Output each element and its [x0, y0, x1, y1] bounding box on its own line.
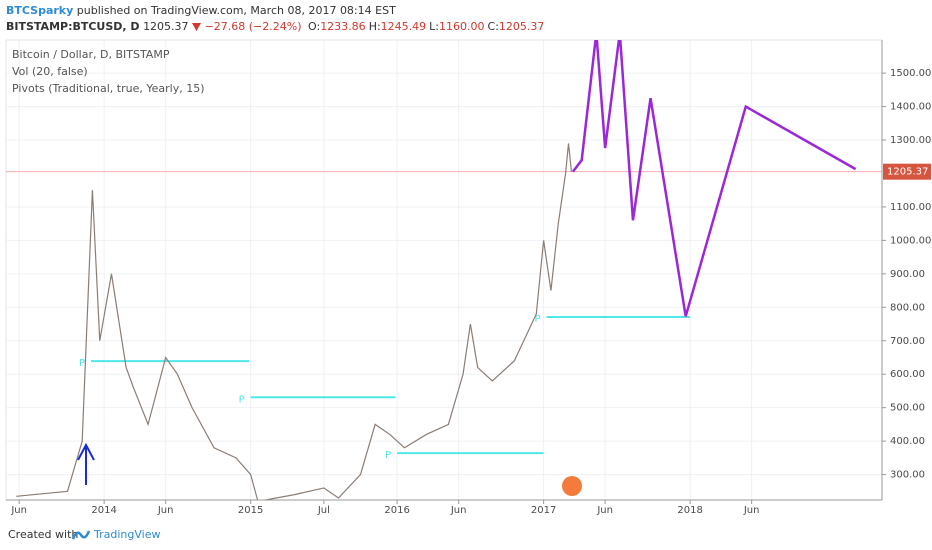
x-tick-label: 2018: [677, 505, 702, 516]
pivot-label: P: [79, 358, 85, 369]
footer: Created with TradingView: [0, 520, 932, 550]
y-tick-label: 1300.00: [890, 135, 931, 146]
author[interactable]: BTCSparky: [6, 4, 74, 17]
y-tick-label: 1000.00: [890, 235, 931, 246]
change: −27.68 (−2.24%): [204, 20, 302, 33]
ohlc-label: L:: [429, 20, 440, 33]
x-tick-label: Jun: [743, 505, 760, 516]
x-tick-label: Jun: [157, 505, 174, 516]
indicator: Vol (20, false): [12, 65, 88, 78]
price-line: [16, 143, 573, 500]
created-with: Created with: [8, 528, 79, 541]
pivot-label: P: [239, 394, 245, 405]
y-tick-label: 800.00: [890, 302, 925, 313]
price: 1205.37: [143, 20, 189, 33]
ohlc-value: 1233.86: [320, 20, 366, 33]
header: BTCSparky published on TradingView.com, …: [6, 3, 544, 35]
chart-title: Bitcoin / Dollar, D, BITSTAMP: [12, 48, 170, 61]
x-tick-label: 2017: [531, 505, 556, 516]
x-tick-label: Jun: [450, 505, 467, 516]
x-tick-label: 2016: [384, 505, 409, 516]
last-price-tag: [883, 163, 931, 180]
brand[interactable]: TradingView: [94, 528, 161, 541]
last-price-label: 1205.37: [887, 167, 928, 178]
y-tick-label: 500.00: [890, 403, 925, 414]
x-tick-label: Jun: [10, 505, 27, 516]
y-tick-label: 300.00: [890, 470, 925, 481]
ohlc-label: O:: [308, 20, 321, 33]
ohlc-value: 1160.00: [439, 20, 485, 33]
ohlc-value: 1205.37: [498, 20, 545, 33]
grid: [6, 40, 882, 500]
pivot-label: P: [535, 314, 541, 325]
x-tick-label: Jul: [317, 505, 330, 516]
logo: [72, 530, 90, 540]
chart: P P P P Bitcoin / Dollar, D, BITSTAMP Vol (…: [5, 39, 931, 516]
symbol: BITSTAMP:BTCUSD, D: [6, 20, 140, 33]
indicator: Pivots (Traditional, true, Yearly, 15): [12, 82, 205, 95]
x-tick-label: 2014: [91, 505, 116, 516]
x-tick-label: Jun: [596, 505, 613, 516]
y-tick-label: 1500.00: [890, 68, 931, 79]
y-tick-label: 900.00: [890, 269, 925, 280]
flag-icon: [562, 476, 582, 496]
plot: P P P P: [16, 40, 857, 500]
y-tick-label: 1100.00: [890, 202, 931, 213]
ohlc-label: H:: [368, 20, 381, 33]
ohlc: O:1233.86 H:1245.49 L:1160.00 C:1205.37: [305, 20, 544, 33]
pivot-label: P: [385, 450, 391, 461]
down-arrow: [192, 23, 202, 31]
y-tick-label: 700.00: [890, 336, 925, 347]
y-tick-label: 600.00: [890, 369, 925, 380]
ohlc-label: C:: [487, 20, 499, 33]
x-tick-label: 2015: [238, 505, 263, 516]
y-tick-label: 400.00: [890, 436, 925, 447]
published: published on TradingView.com, March 08, …: [76, 4, 396, 17]
y-tick-label: 1400.00: [890, 102, 931, 113]
ohlc-value: 1245.49: [380, 20, 427, 33]
arrow-annotation: [77, 442, 95, 485]
price-line: [571, 40, 857, 317]
